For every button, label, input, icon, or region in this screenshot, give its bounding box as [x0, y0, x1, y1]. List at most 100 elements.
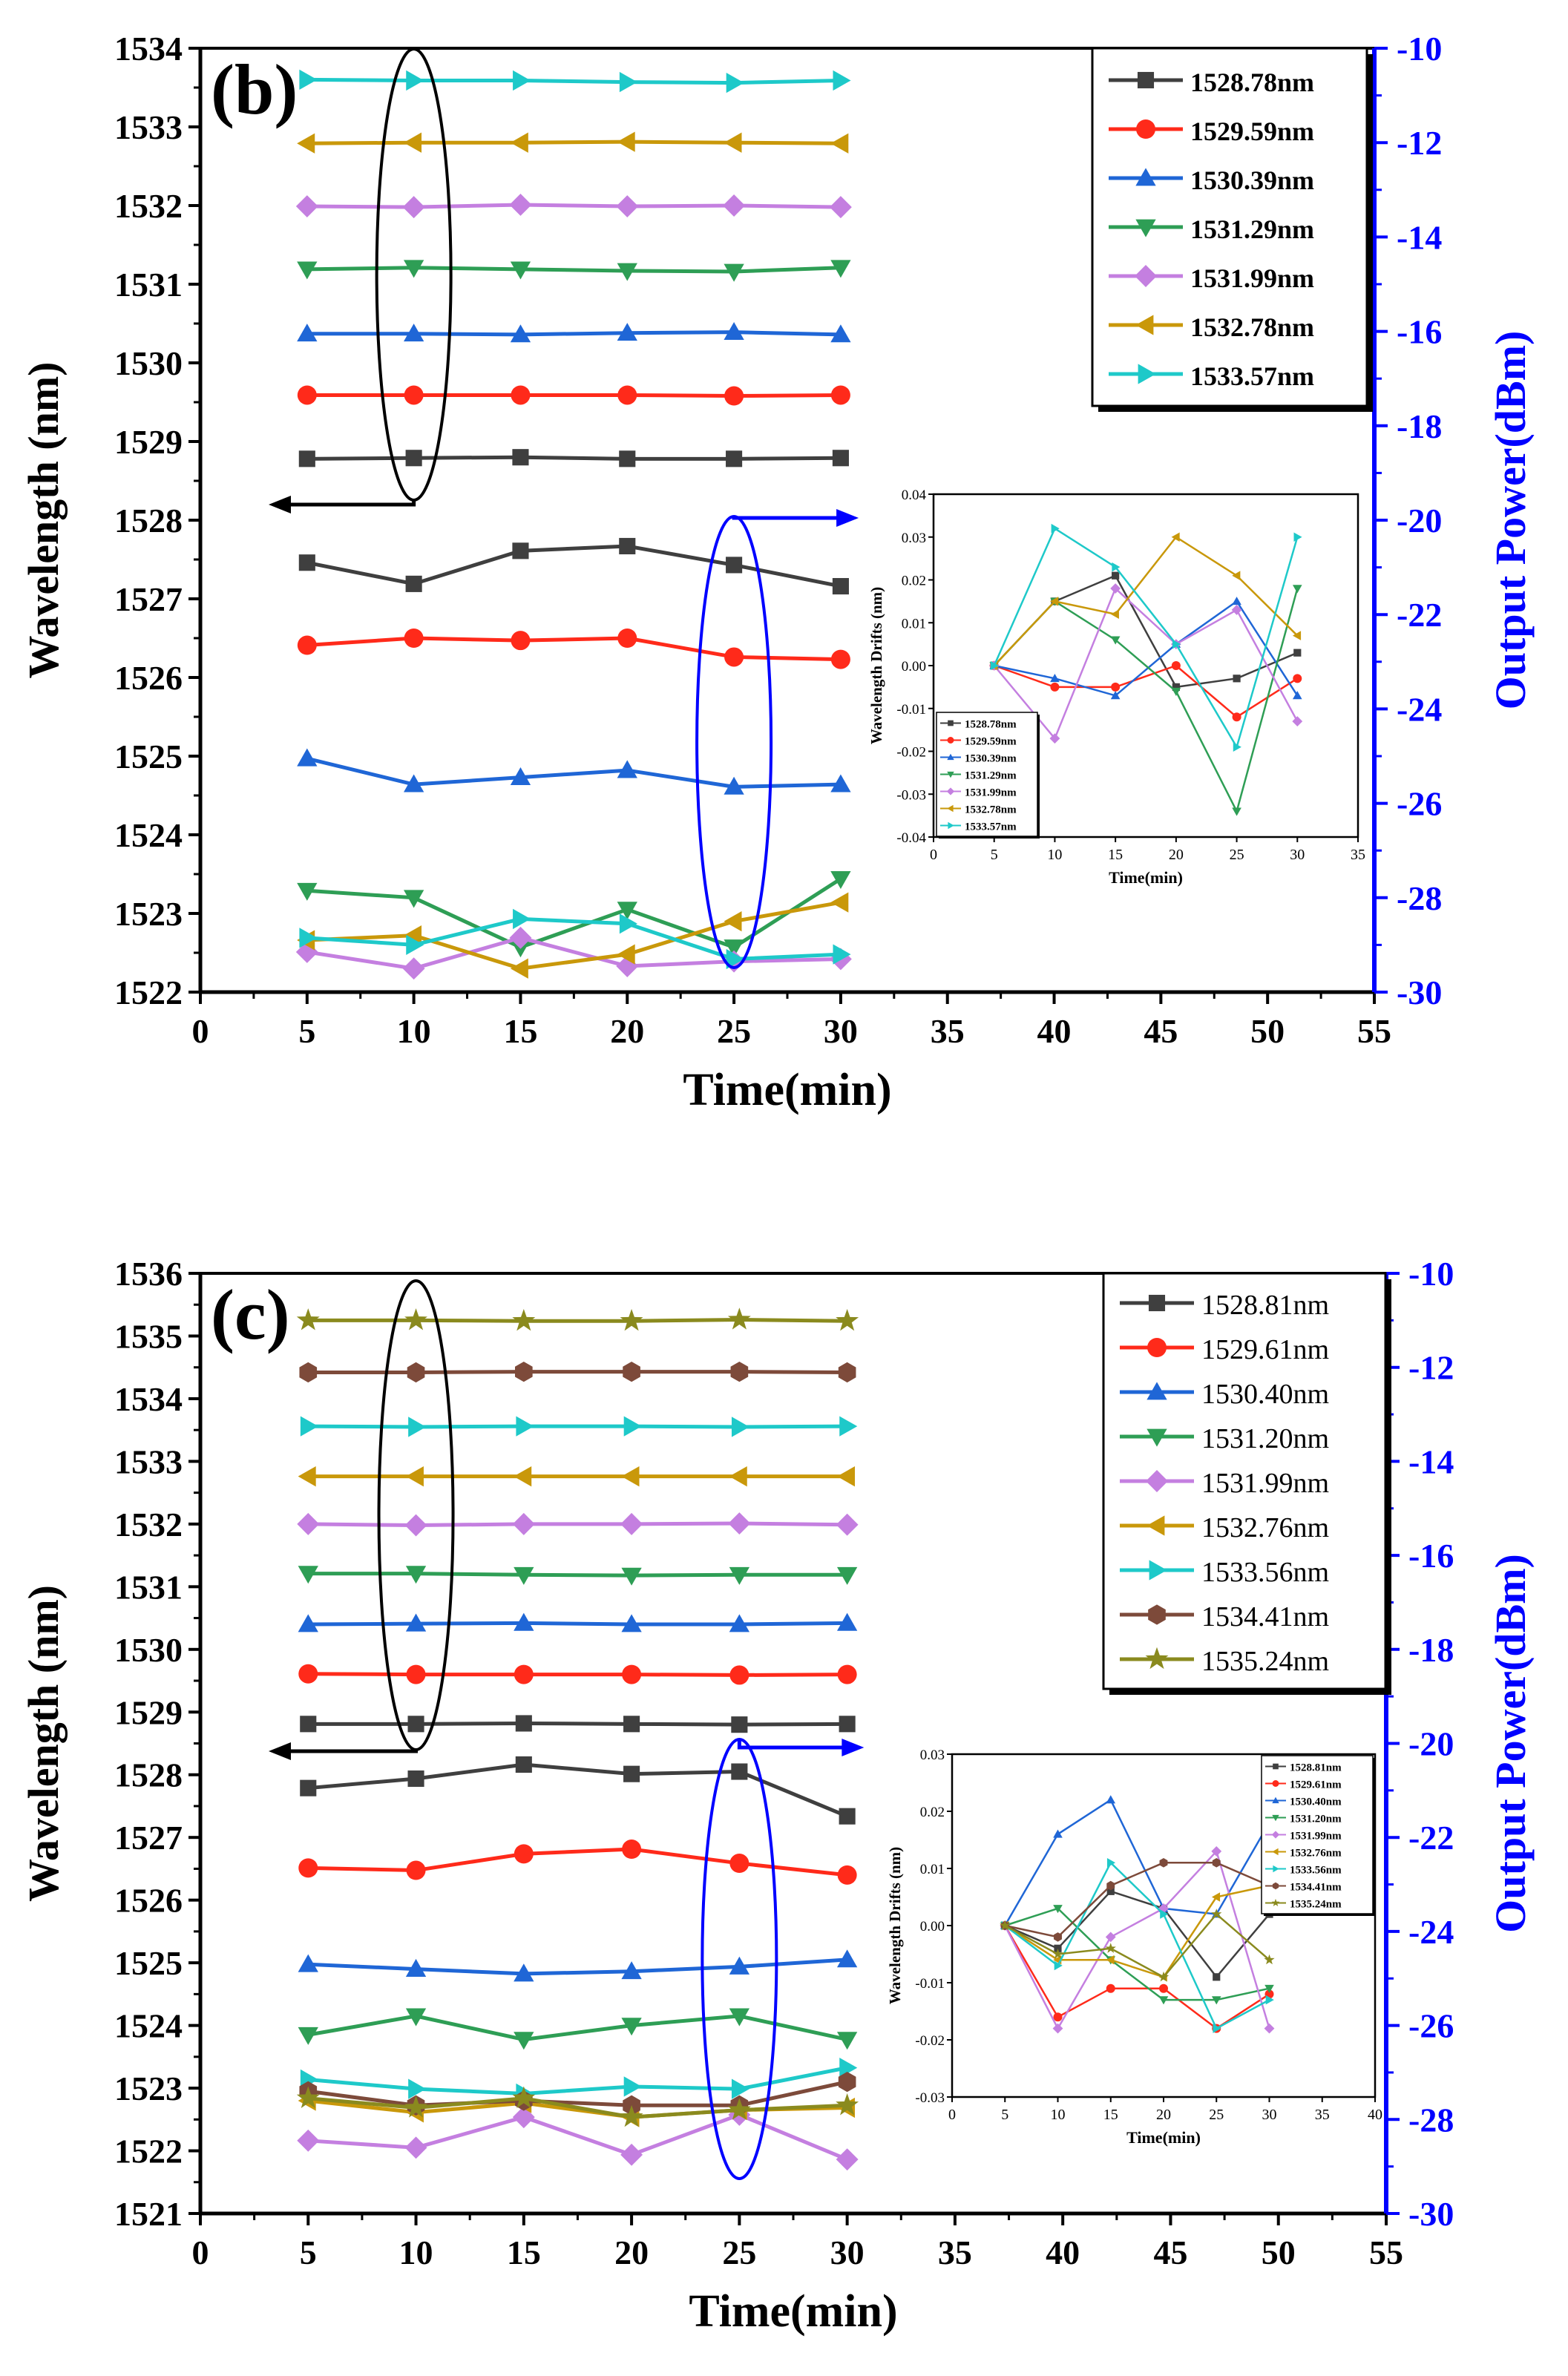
wavelength-point — [511, 385, 531, 405]
inset-point — [1106, 1795, 1116, 1804]
inset-point — [1106, 1955, 1115, 1965]
power-line — [308, 1957, 847, 1976]
wavelength-point — [724, 322, 744, 341]
inset-legend-marker — [1273, 1865, 1279, 1873]
power-series-0 — [298, 537, 849, 595]
y-left-tick-label: 1535 — [114, 1317, 183, 1355]
power-line — [306, 544, 842, 588]
inset-point — [1054, 1960, 1063, 1971]
wavelength-point — [727, 1307, 751, 1330]
left-axis-arrow-line — [282, 500, 416, 507]
y-left-tick-label: 1527 — [114, 580, 183, 618]
inset-point — [1292, 716, 1303, 726]
wavelength-point — [297, 261, 318, 280]
y-left-tick-label: 1521 — [114, 2195, 183, 2233]
legend-marker — [1146, 1470, 1168, 1492]
wavelength-series-6 — [300, 1416, 858, 1437]
wavelength-series-5 — [297, 131, 849, 154]
inset-x-tick-label: 0 — [930, 847, 937, 863]
inset-y-axis-title: Wavelength Drifts (nm) — [867, 587, 885, 744]
inset-point — [1212, 1858, 1221, 1868]
inset-legend-marker — [1272, 1882, 1279, 1890]
inset-legend-marker — [1272, 1780, 1279, 1787]
inset-legend-marker — [947, 804, 954, 813]
inset-point — [1232, 597, 1241, 606]
power-line — [307, 2080, 848, 2107]
power-series-0 — [300, 1756, 856, 1825]
wavelength-point — [512, 1512, 535, 1535]
inset-point — [1232, 571, 1241, 581]
wavelength-point — [620, 1512, 643, 1535]
inset-x-tick-label: 25 — [1230, 847, 1244, 863]
wavelength-point — [297, 1512, 320, 1535]
x-tick-label: 30 — [824, 1012, 858, 1050]
right-arrow-head — [842, 1739, 865, 1756]
y-left-tick-label: 1527 — [114, 1819, 183, 1857]
legend-marker — [1135, 219, 1156, 237]
wavelength-series-2 — [297, 322, 851, 343]
power-line — [307, 2014, 848, 2042]
y-left-tick-label: 1533 — [114, 1443, 183, 1480]
power-point — [833, 944, 851, 965]
inset-point — [1000, 1920, 1011, 1931]
inset-legend-marker — [1271, 1898, 1280, 1907]
y-left-tick-label: 1523 — [114, 895, 183, 933]
wavelength-point — [838, 1362, 856, 1383]
legend: 1528.78nm 1529.59nm 1530.39nm 1531.29nm 1531… — [1091, 47, 1373, 412]
y-left-tick-label: 1528 — [114, 1756, 183, 1794]
y-left-tick-label: 1522 — [114, 974, 183, 1011]
legend-label: 1531.99nm — [1190, 263, 1314, 293]
y-left-tick-label: 1532 — [114, 1506, 183, 1543]
wavelength-point — [726, 450, 743, 467]
inset-point — [1052, 2023, 1063, 2034]
inset-point — [1054, 1944, 1062, 1952]
y-left-tick-label: 1531 — [114, 266, 183, 303]
power-point — [297, 2129, 320, 2152]
inset-point — [1160, 1909, 1169, 1919]
inset-legend-label: 1528.81nm — [1290, 1762, 1342, 1774]
wavelength-line — [306, 203, 841, 209]
power-point — [620, 2143, 643, 2166]
y-left-tick-label: 1534 — [114, 30, 183, 68]
wavelength-line — [306, 455, 841, 461]
power-point — [512, 542, 529, 559]
inset-legend-label: 1529.59nm — [965, 736, 1017, 748]
wavelength-point — [297, 385, 317, 405]
inset-legend-label: 1533.56nm — [1290, 1865, 1342, 1877]
power-point — [403, 925, 422, 946]
x-axis-title: Time(min) — [689, 2286, 897, 2337]
wavelength-point — [299, 69, 318, 91]
wavelength-point — [298, 1566, 318, 1584]
wavelength-point — [619, 450, 636, 467]
legend-marker — [1137, 71, 1155, 89]
inset-point — [1171, 687, 1181, 696]
wavelength-line — [306, 393, 841, 398]
legend-marker — [1136, 119, 1155, 139]
wavelength-point — [510, 132, 528, 153]
legend-marker — [1147, 1515, 1165, 1536]
inset-y-tick-label: 0.00 — [920, 1919, 945, 1934]
power-point — [300, 1779, 317, 1796]
wavelength-point — [724, 132, 742, 153]
wavelength-point — [830, 133, 849, 154]
inset-series-6 — [990, 523, 1302, 752]
wavelength-series-4 — [295, 193, 852, 219]
power-point — [297, 635, 317, 655]
power-point — [617, 629, 637, 648]
wavelength-point — [298, 1466, 316, 1487]
inset-legend-label: 1534.41nm — [1290, 1882, 1342, 1894]
power-point — [729, 1854, 749, 1874]
wavelength-series-7 — [299, 1361, 856, 1383]
wavelength-point — [621, 1567, 642, 1586]
inset-x-tick-label: 15 — [1108, 847, 1123, 863]
power-point — [724, 910, 742, 932]
wavelength-point — [836, 1513, 859, 1536]
wavelength-point — [403, 132, 422, 153]
wavelength-point — [729, 1566, 750, 1585]
wavelength-point — [407, 1362, 425, 1383]
inset-point — [1213, 2024, 1221, 2033]
wavelength-point — [623, 1716, 640, 1733]
wavelength-series-1 — [297, 385, 850, 406]
wavelength-point — [404, 385, 424, 405]
power-point — [403, 774, 424, 792]
